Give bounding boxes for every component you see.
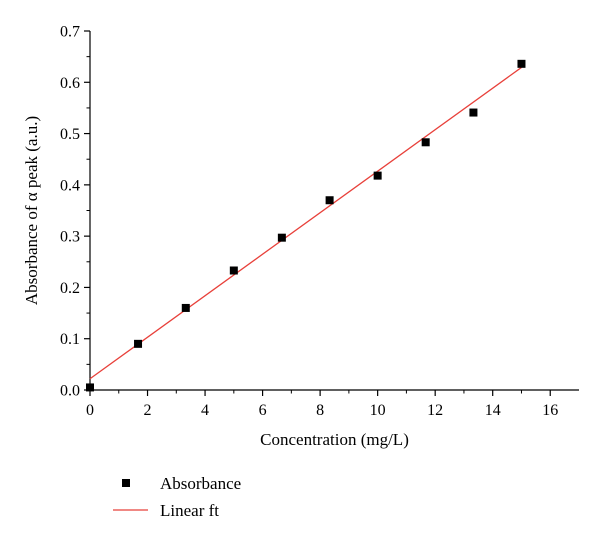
- y-tick-label: 0.6: [60, 75, 80, 92]
- data-point: [469, 108, 478, 117]
- y-tick-label: 0.5: [60, 126, 80, 143]
- legend: Absorbance Linear ft: [113, 474, 241, 520]
- data-point: [373, 171, 382, 180]
- y-axis-ticks: 0.0 0.1 0.2 0.3 0.4 0.5 0.6 0.7: [60, 24, 90, 400]
- data-point: [277, 233, 286, 242]
- data-point: [134, 339, 143, 348]
- fit-layer: [89, 66, 522, 380]
- data-point: [229, 266, 238, 275]
- legend-marker-absorbance: [122, 479, 130, 487]
- x-tick-label: 8: [316, 402, 324, 419]
- legend-label-linear-fit: Linear ft: [160, 501, 219, 520]
- data-point: [325, 196, 334, 205]
- x-tick-label: 6: [259, 402, 267, 419]
- y-tick-label: 0.4: [60, 177, 80, 194]
- plot-frame: [89, 31, 579, 391]
- x-tick-label: 10: [370, 402, 386, 419]
- x-tick-label: 0: [86, 402, 94, 419]
- data-point: [517, 59, 526, 68]
- x-tick-label: 14: [485, 402, 501, 419]
- data-point: [86, 383, 94, 392]
- points-layer: [86, 59, 526, 392]
- y-tick-label: 0.1: [60, 331, 80, 348]
- data-point: [421, 138, 430, 147]
- y-tick-label: 0.3: [60, 229, 80, 246]
- legend-label-absorbance: Absorbance: [160, 474, 241, 493]
- y-tick-label: 0.2: [60, 280, 80, 297]
- y-tick-label: 0.7: [60, 24, 80, 41]
- y-tick-label: 0.0: [60, 383, 80, 400]
- x-axis-ticks: 0 2 4 6 8 10 12 14 16: [86, 390, 558, 419]
- x-axis-title: Concentration (mg/L): [260, 430, 409, 449]
- y-axis-title: Absorbance of α peak (a.u.): [22, 116, 41, 305]
- x-tick-label: 4: [201, 402, 209, 419]
- x-tick-label: 2: [144, 402, 152, 419]
- linear-fit-line: [89, 66, 522, 380]
- x-tick-label: 16: [542, 402, 558, 419]
- data-point: [181, 303, 190, 312]
- x-tick-label: 12: [427, 402, 443, 419]
